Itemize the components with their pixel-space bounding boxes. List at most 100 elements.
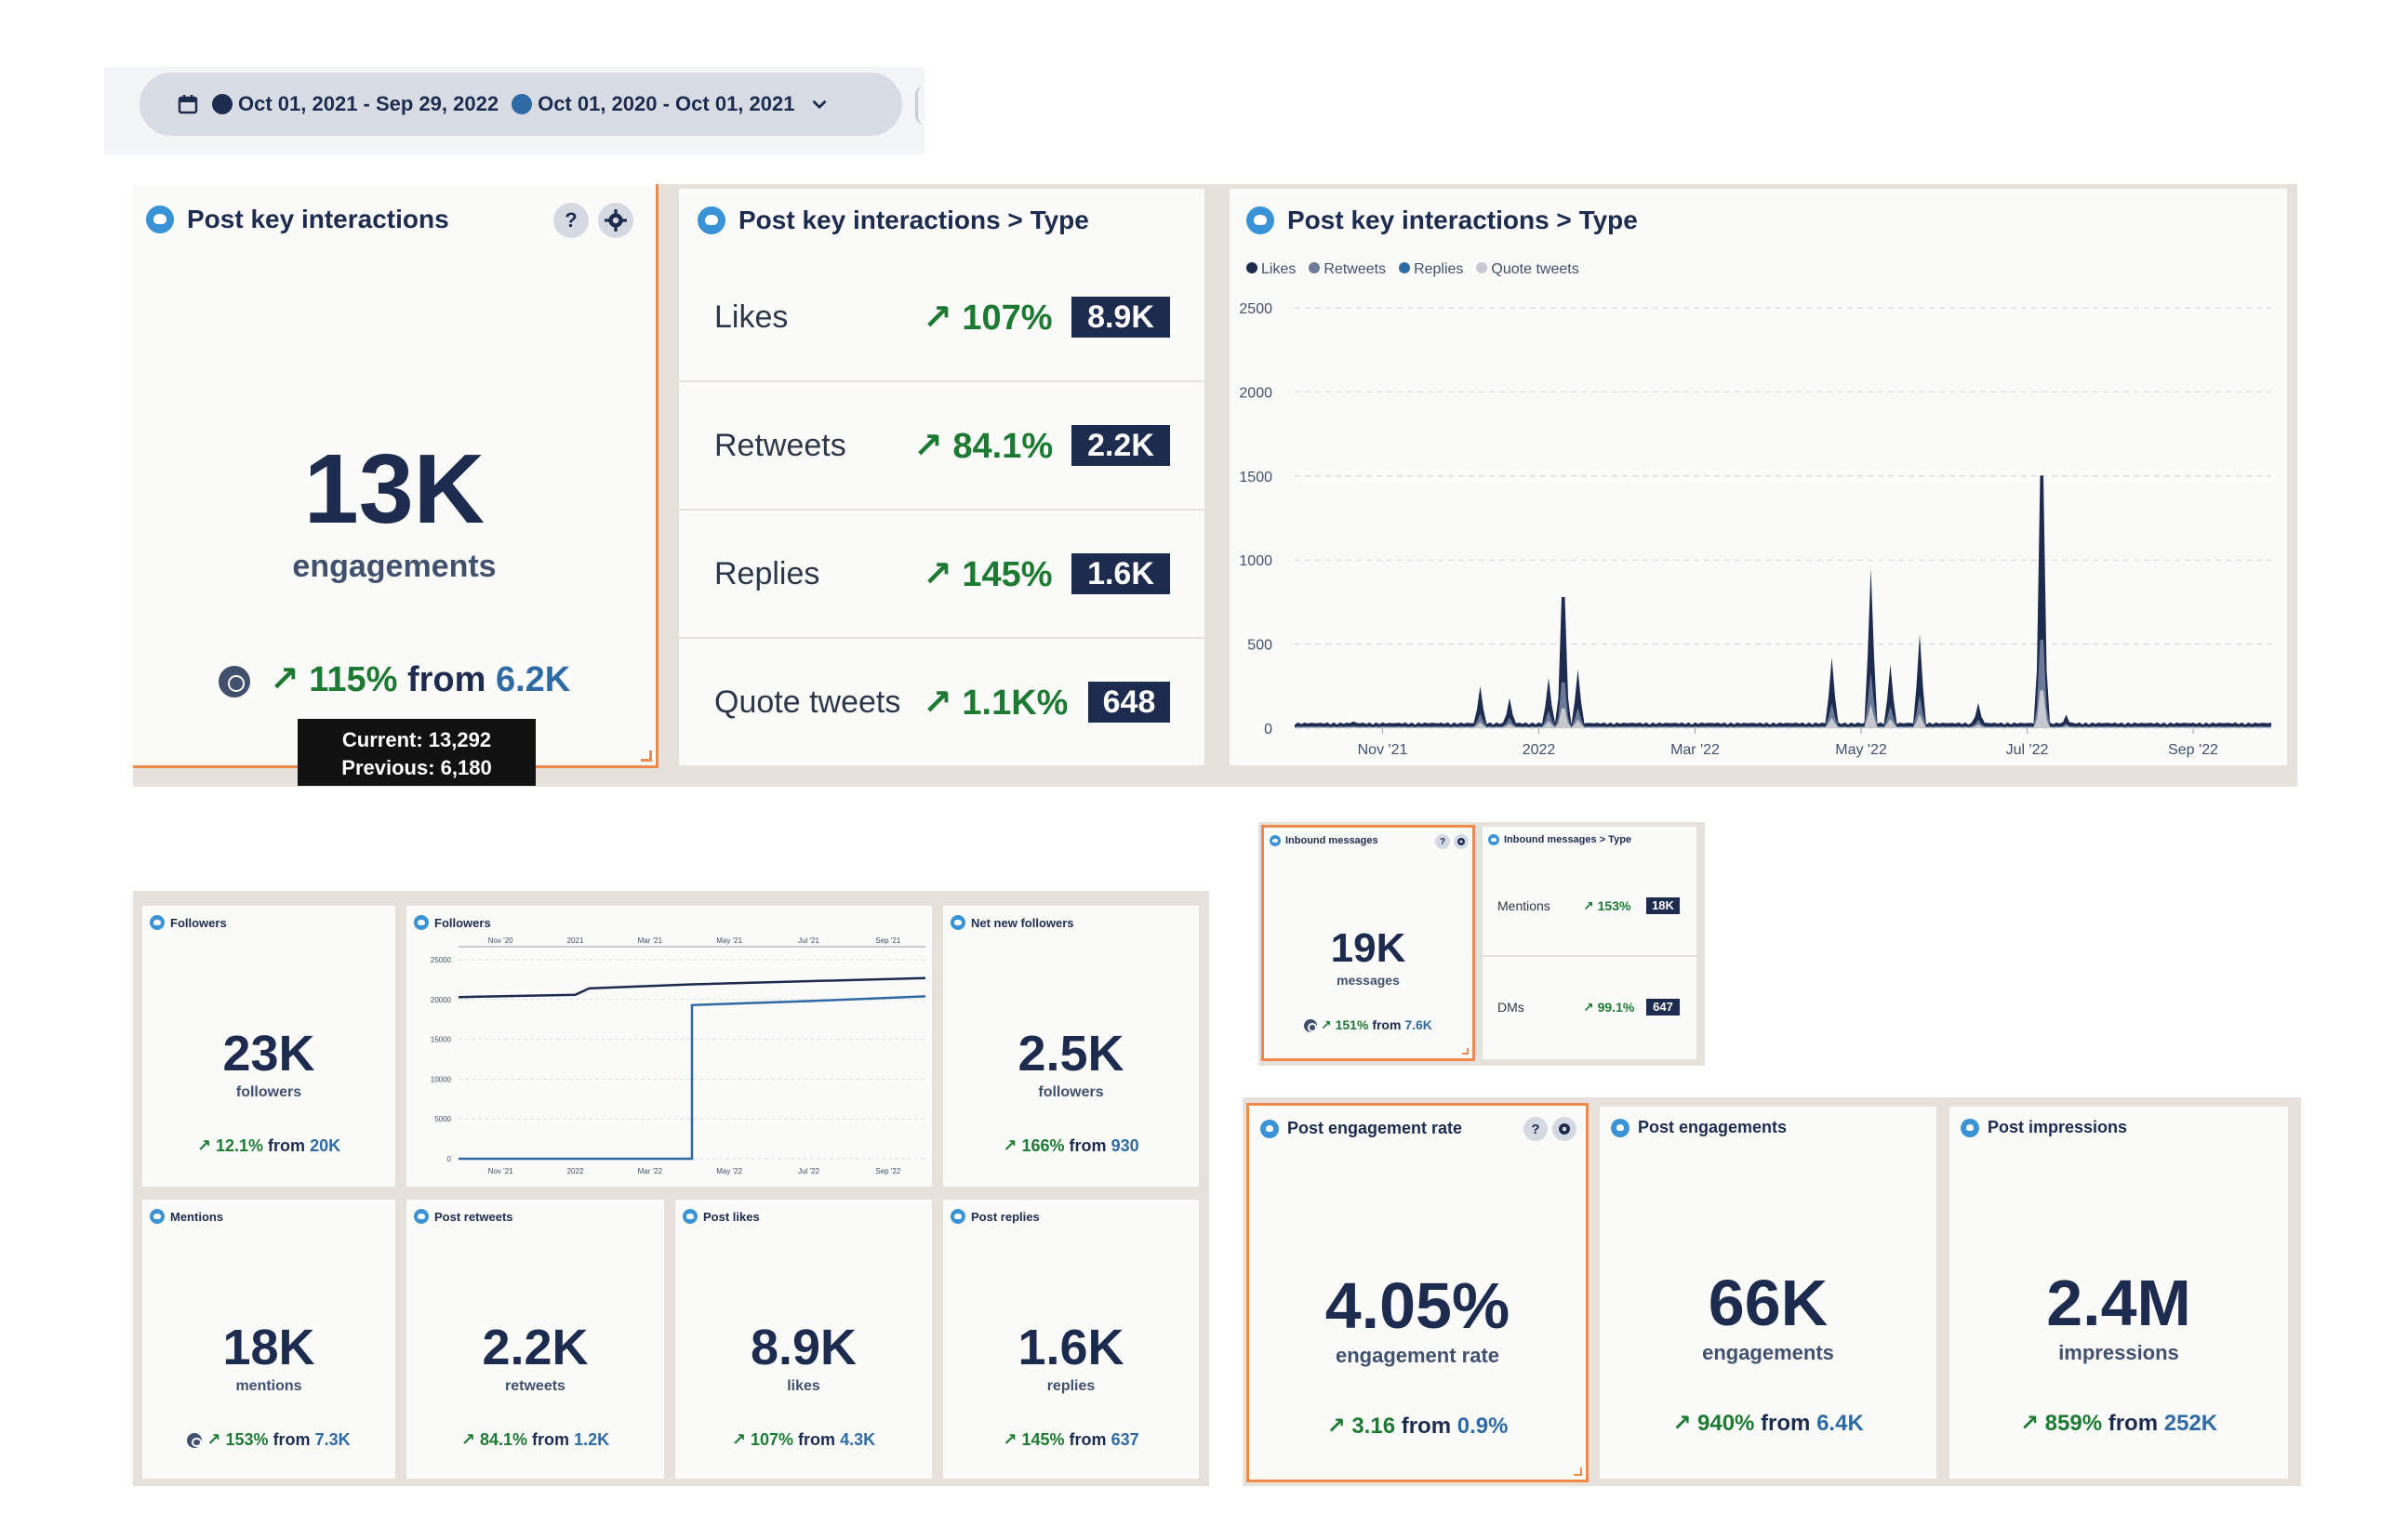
card-title: Post key interactions > Type bbox=[1287, 206, 1638, 234]
net-new-followers-card[interactable]: Net new followers 2.5K followers ↗ 166% … bbox=[943, 906, 1199, 1187]
x-tick-label-bottom: 2022 bbox=[567, 1167, 584, 1175]
twitter-icon bbox=[1270, 835, 1281, 846]
y-tick-label: 0 bbox=[1264, 722, 1272, 737]
kpi-value: 66K bbox=[1708, 1267, 1829, 1339]
kpi-unit: followers bbox=[1038, 1084, 1104, 1100]
kpi-unit: followers bbox=[235, 1084, 302, 1100]
series-current-line bbox=[458, 976, 926, 999]
card-title: Post retweets bbox=[434, 1209, 513, 1224]
twitter-icon bbox=[1246, 206, 1274, 234]
kpi-change: ↗ 859% from 252K bbox=[2019, 1411, 2218, 1436]
resize-handle[interactable] bbox=[1462, 1048, 1469, 1055]
twitter-icon bbox=[150, 1209, 165, 1224]
post-likes-card[interactable]: Post likes 8.9K likes ↗ 107% from 4.3K bbox=[675, 1200, 932, 1479]
compare-icon bbox=[218, 665, 250, 697]
followers-chart-card[interactable]: Followers 0 5000 10000 15000 20000 25000 Nov '… bbox=[406, 906, 932, 1187]
kpi-value: 8.9K bbox=[750, 1320, 858, 1375]
x-tick-label: Sep '22 bbox=[2168, 742, 2218, 758]
resize-handle[interactable] bbox=[641, 750, 652, 762]
inbound-messages-type-card[interactable]: Inbound messages > Type Mentions ↗ 153% … bbox=[1483, 827, 1696, 1059]
type-row-likes[interactable]: Likes ↗ 107% 8.9K bbox=[679, 254, 1204, 382]
twitter-icon bbox=[1961, 1118, 1979, 1137]
x-tick-label-top: Jul '21 bbox=[798, 936, 819, 945]
post-replies-card[interactable]: Post replies 1.6K replies ↗ 145% from 63… bbox=[943, 1200, 1199, 1479]
help-button[interactable]: ? bbox=[1523, 1117, 1548, 1141]
inbound-messages-card[interactable]: Inbound messages ? 19K messages ↗ 151% f… bbox=[1261, 825, 1475, 1061]
card-title: Post engagements bbox=[1638, 1118, 1788, 1136]
type-row-quote-tweets[interactable]: Quote tweets ↗ 1.1K% 648 bbox=[679, 639, 1204, 765]
twitter-icon bbox=[414, 915, 429, 930]
interactions-area-chart[interactable]: 0 500 1000 1500 2000 2500 Nov '21 2022 Mar '22 Ma… bbox=[1230, 189, 2287, 765]
legend-quote-tweets[interactable]: Quote tweets bbox=[1476, 261, 1579, 278]
card-title: Net new followers bbox=[971, 915, 1074, 930]
post-key-interactions-type-card[interactable]: Post key interactions > Type Likes ↗ 107… bbox=[679, 189, 1204, 765]
previous-period-dot bbox=[512, 94, 533, 114]
kpi-unit: likes bbox=[787, 1378, 820, 1394]
type-row-mentions[interactable]: Mentions ↗ 153% 18K bbox=[1483, 856, 1696, 957]
settings-gear-icon[interactable] bbox=[1454, 834, 1469, 849]
date-range-picker[interactable]: Oct 01, 2021 - Sep 29, 2022 Oct 01, 2020… bbox=[140, 73, 902, 136]
x-tick-label-top: 2021 bbox=[567, 936, 584, 945]
twitter-icon bbox=[1260, 1119, 1279, 1138]
post-impressions-card[interactable]: Post impressions 2.4M impressions ↗ 859%… bbox=[1949, 1107, 2288, 1479]
x-tick-label-top: Nov '20 bbox=[488, 936, 513, 945]
legend-replies[interactable]: Replies bbox=[1399, 261, 1463, 278]
x-tick-label-bottom: Mar '22 bbox=[638, 1167, 663, 1175]
post-key-interactions-card[interactable]: Post key interactions ? 13K engagements … bbox=[133, 184, 658, 768]
x-tick-label: May '22 bbox=[1835, 742, 1887, 758]
legend-retweets[interactable]: Retweets bbox=[1309, 261, 1386, 278]
kpi-unit: replies bbox=[1046, 1378, 1096, 1394]
x-tick-label: Mar '22 bbox=[1670, 742, 1720, 758]
twitter-icon bbox=[683, 1209, 698, 1224]
twitter-icon bbox=[150, 915, 165, 930]
previous-period-label: Oct 01, 2020 - Oct 01, 2021 bbox=[538, 92, 795, 115]
twitter-icon bbox=[414, 1209, 429, 1224]
calendar-icon bbox=[178, 95, 198, 114]
help-button[interactable]: ? bbox=[553, 203, 589, 238]
settings-gear-icon[interactable] bbox=[598, 203, 633, 238]
kpi-value: 18K bbox=[222, 1320, 315, 1375]
post-retweets-card[interactable]: Post retweets 2.2K retweets ↗ 84.1% from… bbox=[406, 1200, 664, 1479]
next-filter-pill[interactable] bbox=[915, 86, 924, 125]
x-tick-label-bottom: Sep '22 bbox=[875, 1167, 900, 1175]
kpi-change: ↗ 940% from 6.4K bbox=[1672, 1411, 1864, 1436]
help-button[interactable]: ? bbox=[1435, 834, 1450, 849]
kpi-value: 23K bbox=[222, 1026, 315, 1082]
compare-icon bbox=[1304, 1019, 1318, 1033]
x-tick-label: 2022 bbox=[1523, 742, 1556, 758]
type-row-retweets[interactable]: Retweets ↗ 84.1% 2.2K bbox=[679, 382, 1204, 511]
mentions-card[interactable]: Mentions 18K mentions ↗ 153% from 7.3K bbox=[142, 1200, 395, 1479]
post-key-interactions-type-chart-card[interactable]: Post key interactions > Type Likes Retwe… bbox=[1230, 189, 2287, 765]
type-row-replies[interactable]: Replies ↗ 145% 1.6K bbox=[679, 511, 1204, 639]
kpi-change: ↗ 84.1% from 1.2K bbox=[460, 1430, 610, 1449]
followers-card[interactable]: Followers 23K followers ↗ 12.1% from 20K bbox=[142, 906, 395, 1187]
card-title: Inbound messages bbox=[1285, 835, 1378, 846]
twitter-icon bbox=[146, 206, 174, 233]
followers-line-chart[interactable]: 0 5000 10000 15000 20000 25000 Nov '20 2021 Mar … bbox=[406, 906, 932, 1187]
kpi-change: ↗ 12.1% from 20K bbox=[196, 1136, 341, 1155]
chevron-down-icon[interactable] bbox=[807, 92, 831, 116]
series-retweets-area bbox=[1295, 639, 2271, 728]
y-tick-label: 15000 bbox=[431, 1036, 452, 1044]
card-title: Mentions bbox=[170, 1209, 224, 1224]
post-engagement-rate-card[interactable]: Post engagement rate ? 4.05% engagement … bbox=[1246, 1103, 1589, 1482]
card-title: Post key interactions > Type bbox=[738, 206, 1089, 234]
series-likes-area bbox=[1295, 475, 2271, 728]
y-tick-label: 20000 bbox=[431, 996, 452, 1004]
kpi-change: ↗ 166% from 930 bbox=[1003, 1136, 1139, 1155]
resize-handle[interactable] bbox=[1574, 1467, 1582, 1476]
kpi-value: 2.5K bbox=[1018, 1026, 1124, 1082]
x-tick-label-bottom: Jul '22 bbox=[798, 1167, 819, 1175]
legend-likes[interactable]: Likes bbox=[1246, 261, 1296, 278]
settings-gear-icon[interactable] bbox=[1552, 1117, 1576, 1141]
post-engagements-card[interactable]: Post engagements 66K engagements ↗ 940% … bbox=[1600, 1107, 1936, 1479]
kpi-unit: mentions bbox=[235, 1378, 302, 1394]
y-tick-label: 5000 bbox=[434, 1115, 451, 1123]
card-title: Post engagement rate bbox=[1287, 1119, 1463, 1137]
type-row-dms[interactable]: DMs ↗ 99.1% 647 bbox=[1483, 957, 1696, 1057]
kpi-change: ↗ 145% from 637 bbox=[1003, 1430, 1139, 1449]
value-tooltip: Current: 13,292 Previous: 6,180 bbox=[298, 719, 536, 786]
y-tick-label: 25000 bbox=[431, 956, 452, 964]
twitter-icon bbox=[698, 206, 725, 234]
kpi-change: ↗ 107% from 4.3K bbox=[731, 1430, 876, 1449]
